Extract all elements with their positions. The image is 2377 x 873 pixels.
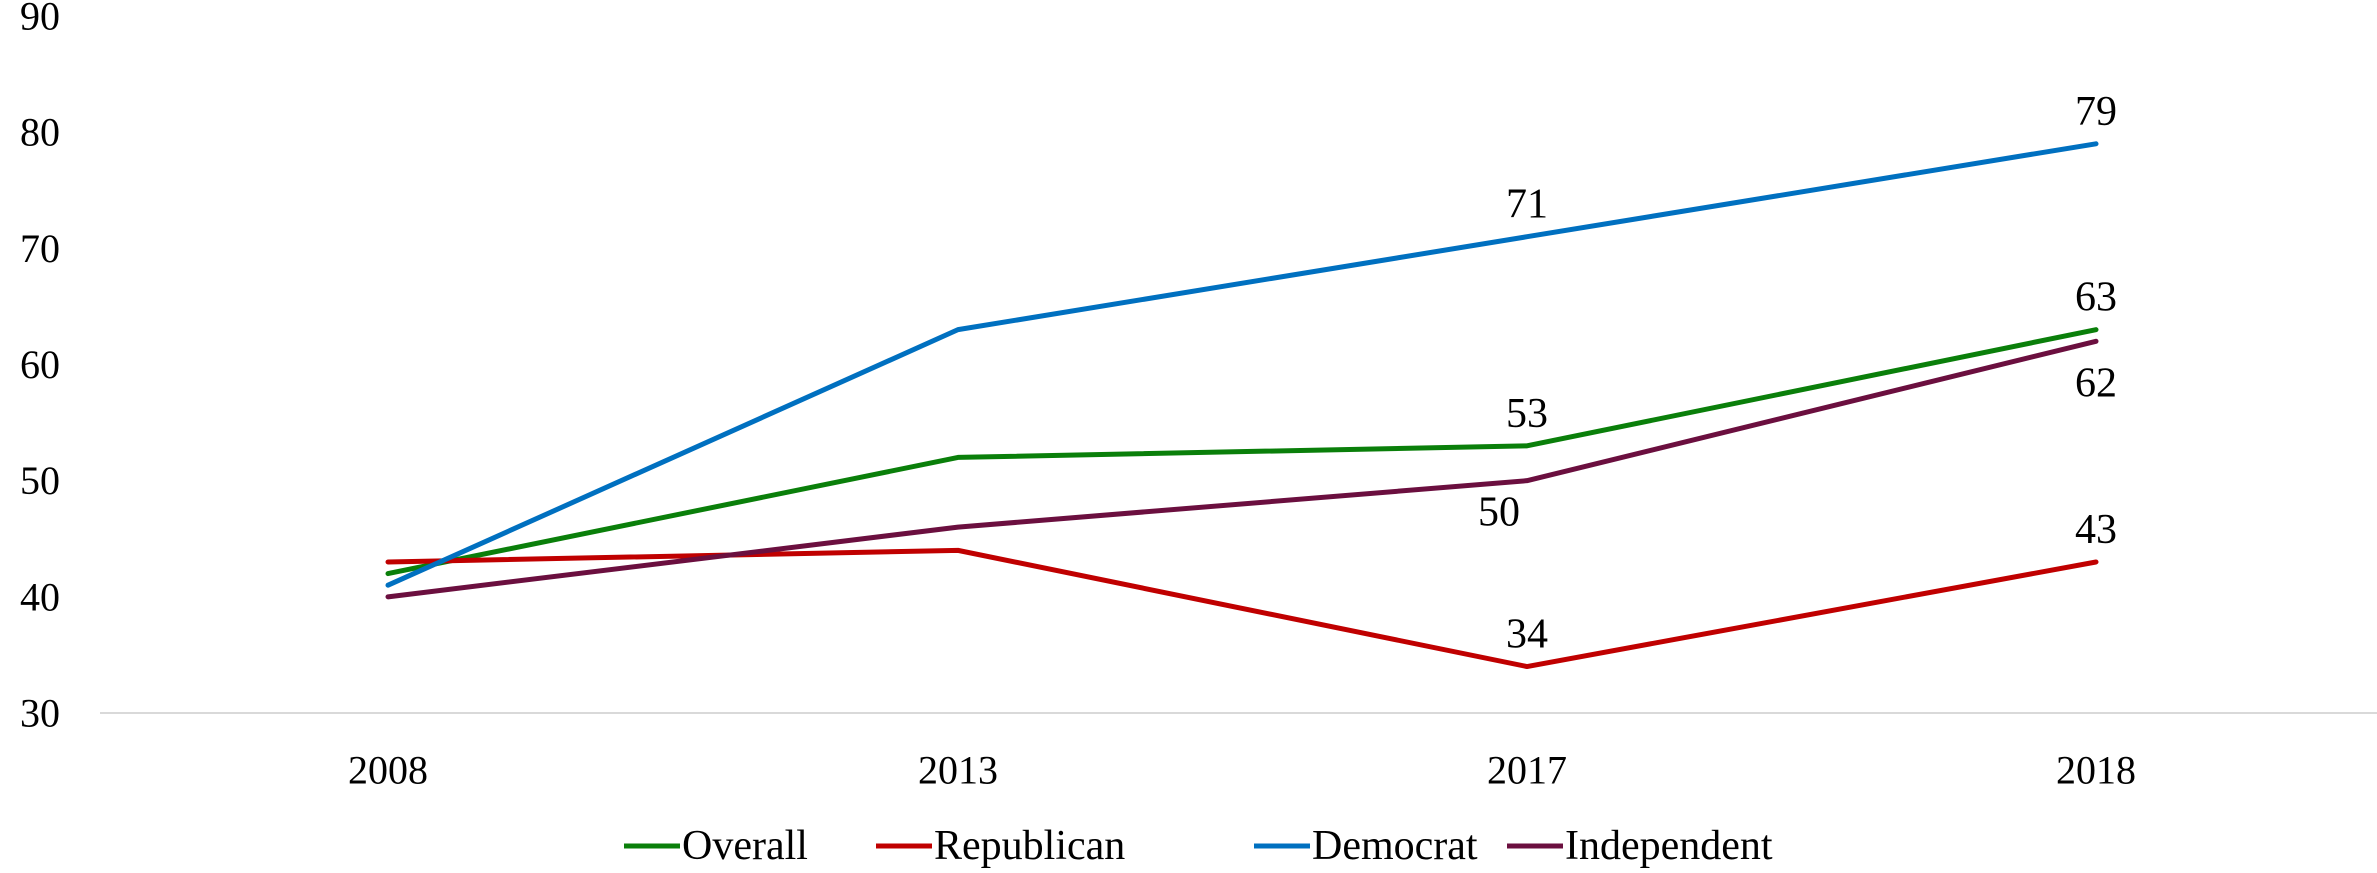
y-tick-label: 80 [20,110,60,155]
legend-item-republican: Republican [876,823,1125,869]
data-label: 62 [2075,360,2117,406]
data-label: 71 [1506,182,1548,228]
data-label: 53 [1506,391,1548,437]
series-line-overall [385,327,2099,577]
series-line-independent [385,338,2099,600]
data-label: 43 [2075,507,2117,553]
x-tick-label: 2018 [2056,748,2136,793]
series-lines [385,141,2099,670]
data-label: 50 [1478,490,1520,536]
y-tick-label: 50 [20,458,60,503]
legend-item-independent: Independent [1507,823,1773,869]
legend-label: Overall [682,823,808,869]
x-axis-ticks: 2008 2013 2017 2018 [348,748,2136,793]
data-label: 63 [2075,275,2117,321]
data-label: 34 [1506,612,1548,658]
x-tick-label: 2008 [348,748,428,793]
y-tick-label: 70 [20,226,60,271]
y-tick-label: 60 [20,342,60,387]
legend-label: Independent [1565,823,1773,869]
y-axis-ticks: 30 40 50 60 70 80 90 [20,0,60,736]
y-tick-label: 90 [20,0,60,39]
legend-label: Democrat [1312,823,1478,869]
data-labels: 71 79 53 63 50 62 34 43 [1478,89,2117,658]
legend-item-democrat: Democrat [1254,823,1478,869]
y-tick-label: 30 [20,691,60,736]
y-tick-label: 40 [20,574,60,619]
legend-label: Republican [934,823,1125,869]
x-tick-label: 2017 [1487,748,1567,793]
series-line-democrat [385,141,2099,588]
x-tick-label: 2013 [918,748,998,793]
legend: Overall Republican Democrat Independent [624,823,1773,869]
data-label: 79 [2075,89,2117,135]
series-line-republican [385,547,2099,670]
legend-item-overall: Overall [624,823,808,869]
